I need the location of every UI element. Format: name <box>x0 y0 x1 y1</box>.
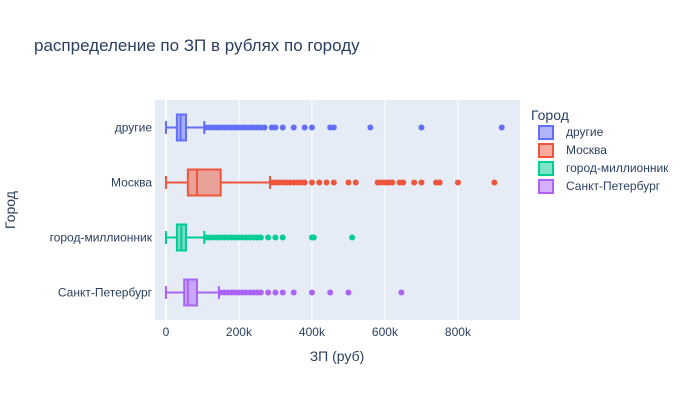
outlier-point <box>323 179 330 186</box>
legend-swatch <box>538 161 554 176</box>
y-axis-label: Город <box>2 191 18 229</box>
y-tick-label: город-миллионник <box>50 231 153 245</box>
outlier-point <box>330 124 337 131</box>
y-tick-label: Москва <box>111 176 152 190</box>
outlier-point <box>330 179 337 186</box>
legend-item[interactable]: Москва <box>538 143 607 158</box>
outlier-point <box>367 124 374 131</box>
x-tick-label: 0 <box>163 325 170 339</box>
outlier-point <box>418 124 425 131</box>
outlier-point <box>389 179 396 186</box>
axes-layer: 0 200k 400k 600k 800k другие Москва город-милли… <box>50 121 472 340</box>
legend-item[interactable]: Санкт-Петербург <box>538 179 661 194</box>
outlier-point <box>272 289 279 296</box>
legend-label: другие <box>566 125 604 139</box>
legend-title: Город <box>531 107 569 123</box>
outlier-point <box>352 179 359 186</box>
outlier-point <box>272 234 279 241</box>
outlier-point <box>290 124 297 131</box>
outlier-point <box>279 234 286 241</box>
outlier-point <box>349 234 356 241</box>
outlier-point <box>316 179 323 186</box>
outlier-point <box>310 234 317 241</box>
x-tick-label: 600k <box>372 325 399 339</box>
box-series <box>164 113 505 142</box>
outlier-point <box>398 289 405 296</box>
box-series <box>164 168 498 197</box>
legend-label: Москва <box>566 143 607 157</box>
outlier-point <box>454 179 461 186</box>
outlier-point <box>436 179 443 186</box>
outlier-point <box>308 179 315 186</box>
legend-label: Санкт-Петербург <box>566 179 661 193</box>
x-tick-label: 400k <box>299 325 326 339</box>
outlier-point <box>308 124 315 131</box>
boxes-layer <box>164 113 505 307</box>
outlier-point <box>257 289 264 296</box>
y-tick-label: другие <box>115 121 153 135</box>
x-axis-label: ЗП (руб) <box>310 348 365 364</box>
box-iqr <box>186 168 222 197</box>
outlier-point <box>265 289 272 296</box>
chart-title: распределение по ЗП в рублях по городу <box>34 36 360 55</box>
outlier-point <box>498 124 505 131</box>
legend-swatch <box>538 179 554 194</box>
outlier-point <box>301 124 308 131</box>
outlier-point <box>308 289 315 296</box>
box-series <box>164 223 356 252</box>
grid-layer <box>164 100 459 320</box>
box-series <box>164 278 405 307</box>
plot-area-background <box>155 100 520 320</box>
x-tick-label: 800k <box>445 325 472 339</box>
outlier-point <box>411 179 418 186</box>
outlier-point <box>418 179 425 186</box>
outlier-point <box>345 289 352 296</box>
outlier-point <box>301 179 308 186</box>
outlier-point <box>279 289 286 296</box>
legend-label: город-миллионник <box>566 161 669 175</box>
legend-swatch <box>538 143 554 158</box>
outlier-point <box>491 179 498 186</box>
outlier-point <box>265 234 272 241</box>
outlier-point <box>257 234 264 241</box>
outlier-point <box>290 289 297 296</box>
outlier-point <box>261 124 268 131</box>
outlier-point <box>327 289 334 296</box>
outlier-point <box>279 124 286 131</box>
y-tick-label: Санкт-Петербург <box>58 286 153 300</box>
legend-swatch <box>538 125 554 140</box>
legend-item[interactable]: город-миллионник <box>538 161 669 176</box>
outlier-point <box>345 179 352 186</box>
legend-layer: другие Москва город-миллионник Санкт-Петерб… <box>538 125 669 194</box>
legend-item[interactable]: другие <box>538 125 604 140</box>
box-iqr <box>183 278 198 307</box>
outlier-point <box>400 179 407 186</box>
outlier-point <box>272 124 279 131</box>
x-tick-label: 200k <box>226 325 253 339</box>
